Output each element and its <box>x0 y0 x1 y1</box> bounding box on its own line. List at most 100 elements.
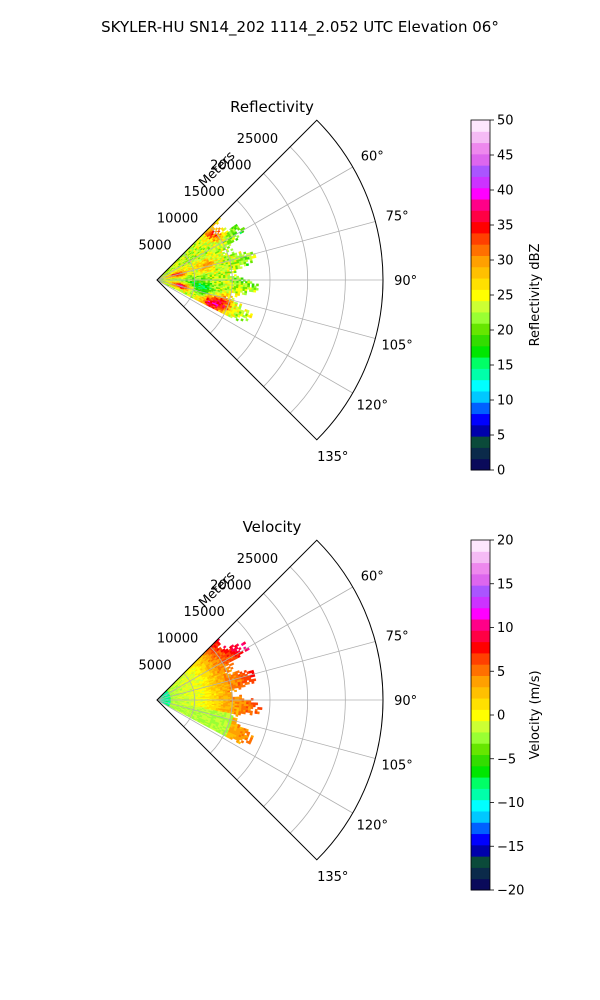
colorbar-segment <box>471 720 490 733</box>
colorbar-segment <box>471 187 490 200</box>
radar-cell <box>231 688 235 691</box>
colorbar-segment <box>471 540 490 552</box>
angular-tick-label: 75° <box>386 630 409 645</box>
colorbar-segment <box>471 289 490 302</box>
radar-cell <box>232 700 236 703</box>
colorbar-segment <box>471 765 490 778</box>
radar-cell <box>223 277 226 280</box>
radar-cell <box>257 706 261 710</box>
colorbar-segment <box>471 447 490 460</box>
radar-cell <box>248 315 253 319</box>
radar-cell <box>228 669 233 673</box>
radar-cell <box>234 703 238 706</box>
colorbar-label: Reflectivity dBZ <box>528 244 543 347</box>
colorbar-tick-label: 20 <box>497 534 514 549</box>
colorbar-segment <box>471 266 490 279</box>
colorbar-segment <box>471 255 490 268</box>
radar-cell <box>237 314 241 318</box>
radar-cell <box>246 702 249 705</box>
radar-cell <box>222 251 226 255</box>
radar-cell <box>238 687 242 690</box>
radar-cell <box>246 681 250 685</box>
radar-cell <box>227 666 231 670</box>
radial-tick-label: 10000 <box>157 632 198 647</box>
radar-cell <box>233 274 237 277</box>
radar-cell <box>249 712 253 716</box>
radar-cell <box>235 237 239 241</box>
colorbar-segment <box>471 323 490 336</box>
radar-cell <box>218 276 222 279</box>
radar-field <box>156 638 263 745</box>
radar-cell <box>225 277 228 280</box>
radar-cell <box>239 700 243 703</box>
radial-tick-label: 5000 <box>139 238 172 253</box>
panel-title: Velocity <box>243 518 302 536</box>
radar-cell <box>243 702 247 705</box>
radar-cell <box>236 234 240 239</box>
radar-cell <box>217 229 221 234</box>
radar-cell <box>251 283 255 287</box>
radar-cell <box>249 281 253 284</box>
colorbar-tick-label: 5 <box>497 665 505 680</box>
angular-tick-label: 120° <box>357 398 388 413</box>
radar-cell <box>253 255 257 259</box>
colorbar-segment <box>471 698 490 710</box>
colorbar-segment <box>471 221 490 234</box>
colorbar-segment <box>471 413 490 426</box>
radar-cell <box>214 227 219 231</box>
colorbar-tick-label: 10 <box>497 394 514 409</box>
colorbar-tick-label: −10 <box>497 796 524 811</box>
angular-tick-label: 135° <box>317 870 348 885</box>
radar-cell <box>248 702 252 705</box>
angular-tick-label: 75° <box>386 210 409 225</box>
colorbar-tick-label: 0 <box>497 464 505 479</box>
colorbar-tick-label: −5 <box>497 752 516 767</box>
radar-cell <box>240 740 245 744</box>
colorbar-segment <box>471 131 490 144</box>
colorbar-segment <box>471 210 490 223</box>
colorbar-segment <box>471 641 490 654</box>
radar-cell <box>248 700 252 703</box>
colorbar-segment <box>471 573 490 586</box>
colorbar-tick-label: 30 <box>497 254 514 269</box>
reflectivity-panel: Reflectivity50001000015000200002500060°7… <box>139 98 543 479</box>
radar-cell <box>251 680 255 684</box>
colorbar-segment <box>471 878 490 891</box>
radar-cell <box>226 245 231 249</box>
radar-cell <box>240 318 244 322</box>
radar-cell <box>245 281 248 284</box>
colorbar-tick-label: 25 <box>497 289 514 304</box>
colorbar-segment <box>471 754 490 767</box>
radar-cell <box>241 702 245 705</box>
radar-cell <box>236 701 240 705</box>
radar-cell <box>253 678 257 682</box>
radar-cell <box>242 684 246 688</box>
radar-cell <box>247 285 250 288</box>
radial-tick-label: 25000 <box>237 552 278 567</box>
radar-cell <box>240 282 244 286</box>
radar-cell <box>240 277 244 280</box>
colorbar-segment <box>471 551 490 564</box>
colorbar-segment <box>471 856 490 868</box>
radar-cell <box>235 318 239 322</box>
colorbar-tick-label: 15 <box>497 577 514 592</box>
radar-cell <box>234 294 238 298</box>
radar-cell <box>231 239 235 243</box>
radar-cell <box>233 270 237 274</box>
colorbar-segment <box>471 867 490 880</box>
radar-cell <box>243 292 247 296</box>
radar-cell <box>236 277 240 280</box>
colorbar-segment <box>471 799 490 812</box>
radar-cell <box>239 702 243 705</box>
colorbar-segment <box>471 311 490 324</box>
colorbar-segment <box>471 390 490 403</box>
radar-cell <box>247 283 251 286</box>
angular-tick-label: 60° <box>361 570 384 585</box>
radial-tick-label: 10000 <box>157 212 198 227</box>
radar-cell <box>225 276 228 279</box>
radar-cell <box>239 694 243 698</box>
radar-cell <box>234 689 238 693</box>
